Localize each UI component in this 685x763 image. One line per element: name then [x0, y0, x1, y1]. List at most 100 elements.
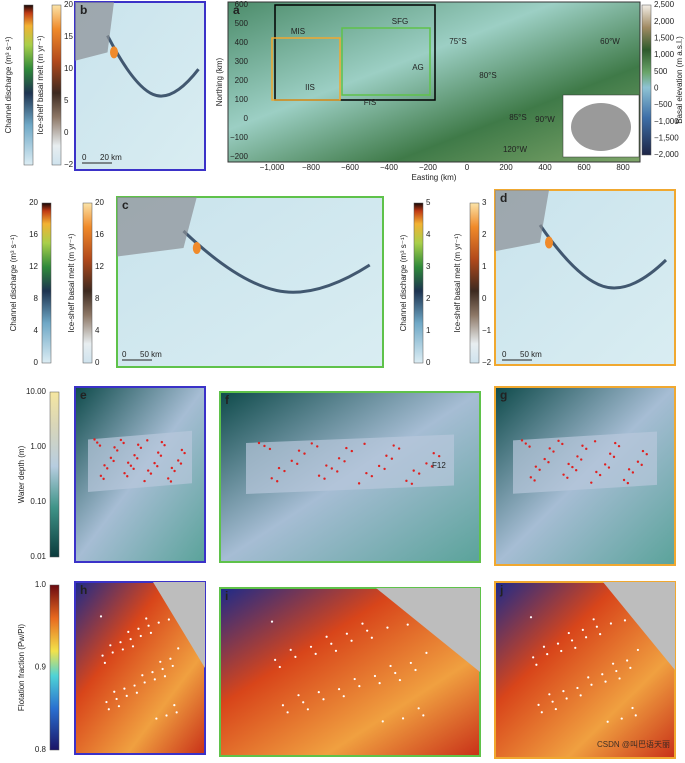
lake-point — [386, 626, 389, 629]
scale-zero: 0 — [122, 350, 127, 359]
water-point — [156, 464, 159, 468]
lake-point — [117, 705, 121, 708]
water-point — [276, 480, 279, 483]
colorbar-title: Ice-shelf basal melt (m yr⁻¹) — [67, 233, 76, 332]
water-point — [576, 455, 579, 458]
x-tick-label: −1,000 — [260, 163, 285, 172]
lake-point — [623, 619, 627, 622]
water-point — [533, 479, 536, 482]
annotation: F12 — [432, 461, 446, 470]
lake-point — [590, 683, 593, 686]
lake-point — [567, 631, 570, 635]
lake-point — [137, 627, 140, 630]
water-point — [581, 444, 584, 447]
water-point — [385, 454, 388, 457]
colorbar-tick: −2,000 — [654, 150, 679, 159]
scale-length: 50 km — [520, 350, 542, 359]
lake-point — [143, 681, 146, 684]
colorbar-tick: 8 — [95, 294, 100, 303]
water-point — [157, 451, 160, 454]
water-point — [99, 474, 103, 478]
watermark: CSDN @叫巴语天丽 — [597, 739, 670, 749]
lake-point — [565, 697, 568, 700]
x-tick-label: −400 — [380, 163, 399, 172]
graticule-label: 60°W — [600, 37, 620, 46]
lake-point — [358, 685, 361, 688]
y-axis-label: Northing (km) — [215, 57, 224, 106]
lake-point — [366, 629, 369, 632]
lake-point — [153, 678, 156, 681]
lake-point — [175, 711, 178, 714]
lake-point — [145, 617, 148, 620]
lake-point — [345, 632, 348, 635]
lake-point — [151, 671, 154, 674]
y-tick-label: 500 — [235, 19, 249, 28]
water-point — [167, 477, 170, 480]
lake-point — [337, 688, 341, 691]
water-point — [330, 467, 333, 470]
colorbar-tick: −2 — [64, 160, 74, 169]
water-point — [567, 462, 570, 466]
colorbar — [413, 202, 424, 364]
panel-label: b — [80, 3, 87, 17]
lake-point — [574, 646, 577, 649]
x-tick-label: 800 — [616, 163, 630, 172]
lake-point — [171, 664, 174, 668]
map-label: FIS — [364, 98, 376, 107]
box-sfg — [341, 27, 431, 96]
channel — [538, 224, 668, 290]
colorbar — [469, 202, 480, 364]
water-point — [377, 464, 381, 468]
lake-point — [378, 681, 381, 685]
colorbar — [41, 202, 52, 364]
lake-point — [560, 649, 563, 653]
water-point — [325, 464, 328, 467]
lake-point — [161, 667, 164, 671]
colorbar-title: Water depth (m) — [17, 445, 26, 503]
water-point — [149, 472, 153, 475]
water-point — [310, 442, 313, 445]
water-point — [122, 441, 125, 445]
water-point — [146, 469, 150, 472]
x-tick-label: −600 — [341, 163, 360, 172]
grounded-ice — [376, 588, 480, 672]
water-point — [98, 444, 102, 447]
lake-point — [302, 701, 305, 704]
water-point — [103, 464, 106, 467]
colorbar-tick: 20 — [95, 198, 104, 207]
melt-hotspot — [545, 236, 553, 249]
water-point — [270, 477, 273, 480]
water-point — [574, 469, 578, 472]
colorbar-tick: 0 — [482, 294, 487, 303]
lake-point — [129, 638, 132, 641]
lake-band — [513, 431, 657, 494]
lake-point — [414, 668, 417, 672]
lake-point — [381, 720, 384, 723]
water-point — [263, 444, 266, 448]
water-point — [571, 465, 574, 469]
colorbar-tick: 10.00 — [26, 387, 47, 396]
lake-point — [309, 645, 313, 648]
colorbar-tick: −1,500 — [654, 133, 679, 142]
water-point — [113, 446, 116, 449]
water-point — [170, 466, 174, 470]
water-point — [126, 461, 130, 464]
water-point — [370, 474, 374, 478]
ice-front — [75, 2, 114, 61]
lake-point — [294, 655, 297, 658]
lake-point — [409, 661, 412, 665]
colorbar-title: Flotation fraction (Pw/Pi) — [17, 624, 26, 711]
lake-point — [141, 674, 144, 677]
water-point — [557, 439, 560, 443]
colorbar-tick: 2,000 — [654, 17, 675, 26]
grounded-ice — [153, 582, 205, 668]
water-point — [296, 462, 299, 466]
water-point — [133, 454, 136, 457]
lake-point — [587, 676, 590, 679]
lake-point — [325, 635, 328, 638]
lake-point — [127, 630, 130, 633]
colorbar-tick: 0 — [654, 83, 659, 92]
water-point — [350, 449, 354, 453]
